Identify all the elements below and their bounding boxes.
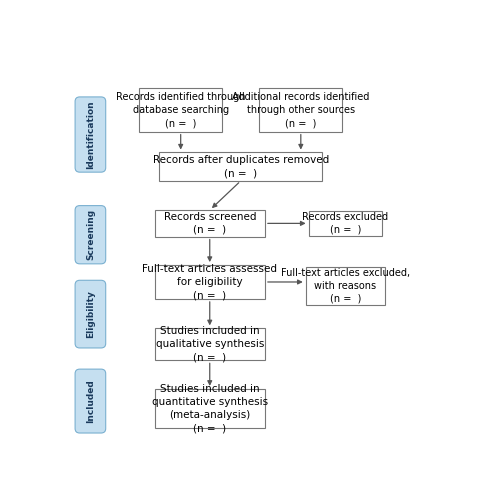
FancyBboxPatch shape (154, 328, 265, 360)
FancyBboxPatch shape (154, 389, 265, 429)
FancyBboxPatch shape (154, 265, 265, 299)
FancyBboxPatch shape (75, 97, 106, 172)
Text: Full-text articles excluded,
with reasons
(n =  ): Full-text articles excluded, with reason… (281, 268, 410, 304)
FancyBboxPatch shape (75, 206, 106, 264)
Text: Records screened
(n =  ): Records screened (n = ) (164, 212, 256, 235)
FancyBboxPatch shape (75, 280, 106, 348)
FancyBboxPatch shape (259, 88, 342, 132)
Text: Eligibility: Eligibility (86, 290, 95, 338)
Text: Studies included in
qualitative synthesis
(n =  ): Studies included in qualitative synthesi… (156, 326, 264, 362)
Text: Full-text articles assessed
for eligibility
(n =  ): Full-text articles assessed for eligibil… (142, 264, 277, 300)
Text: Included: Included (86, 379, 95, 423)
Text: Records identified through
database searching
(n =  ): Records identified through database sear… (116, 92, 246, 128)
FancyBboxPatch shape (306, 267, 385, 304)
FancyBboxPatch shape (160, 153, 322, 181)
Text: Studies included in
quantitative synthesis
(meta-analysis)
(n =  ): Studies included in quantitative synthes… (152, 384, 268, 434)
Text: Additional records identified
through other sources
(n =  ): Additional records identified through ot… (232, 92, 370, 128)
Text: Records excluded
(n =  ): Records excluded (n = ) (302, 212, 388, 235)
FancyBboxPatch shape (154, 210, 265, 237)
FancyBboxPatch shape (75, 369, 106, 433)
FancyBboxPatch shape (308, 211, 382, 236)
FancyBboxPatch shape (139, 88, 222, 132)
Text: Identification: Identification (86, 100, 95, 169)
Text: Records after duplicates removed
(n =  ): Records after duplicates removed (n = ) (152, 155, 329, 178)
Text: Screening: Screening (86, 209, 95, 260)
